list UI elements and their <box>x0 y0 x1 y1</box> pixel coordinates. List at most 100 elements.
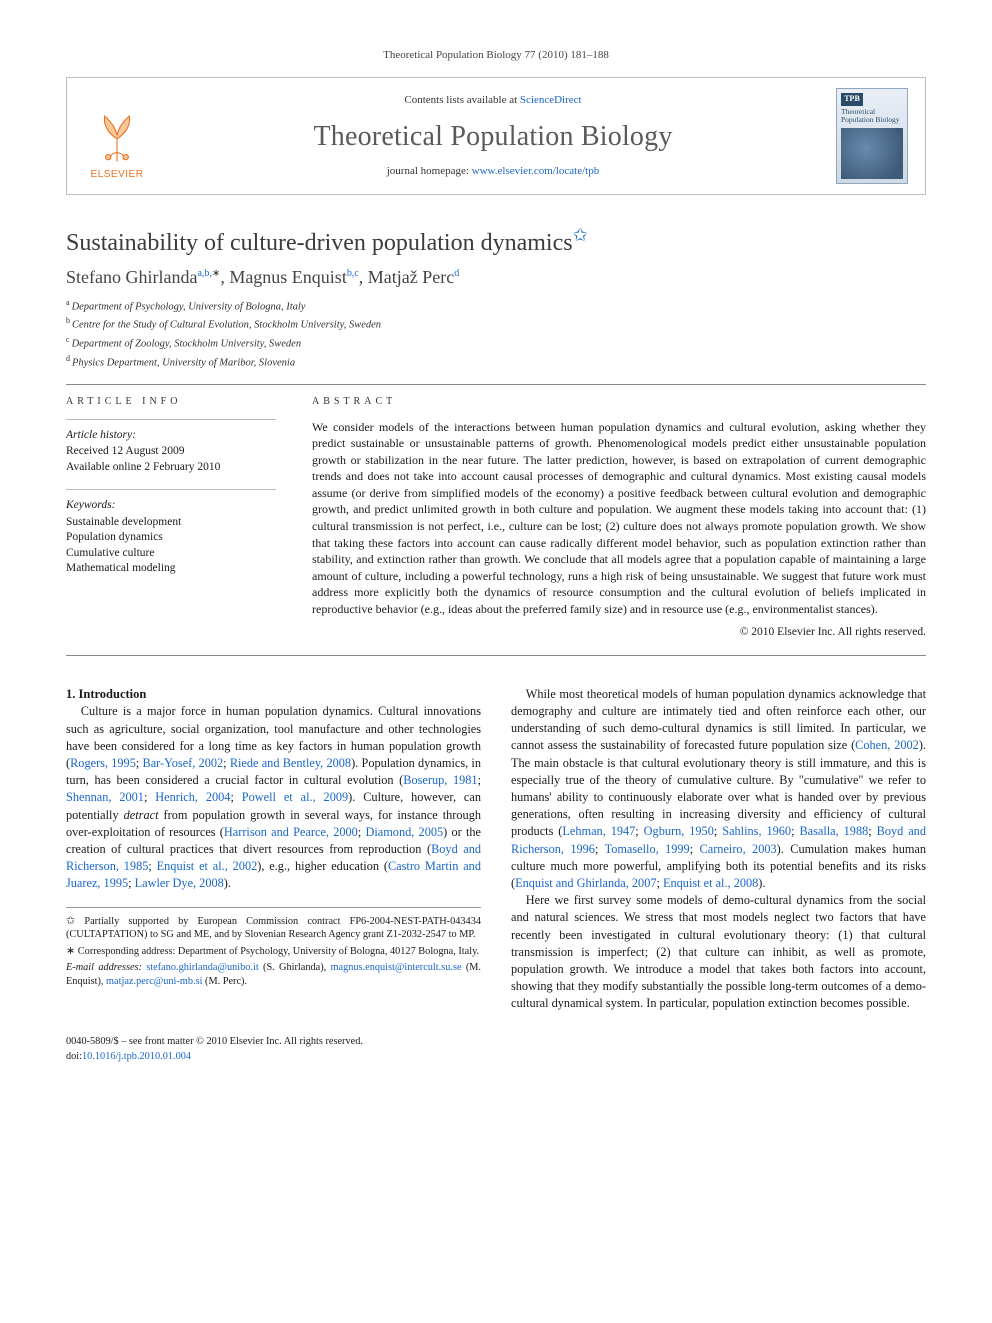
citation-link[interactable]: Enquist et al., 2002 <box>157 859 258 873</box>
text: ; <box>595 842 605 856</box>
author-1-affil-sup: a,b, <box>197 268 211 279</box>
citation-link[interactable]: Ogburn, 1950 <box>644 824 714 838</box>
divider <box>66 419 276 420</box>
affiliation-c: cDepartment of Zoology, Stockholm Univer… <box>66 335 926 352</box>
email-link-2[interactable]: magnus.enquist@intercult.su.se <box>331 962 462 973</box>
email-label: E-mail addresses: <box>66 962 142 973</box>
footnotes-block: ✩ Partially supported by European Commis… <box>66 907 481 989</box>
keywords-label: Keywords: <box>66 498 276 514</box>
divider <box>66 655 926 656</box>
cover-art-icon <box>841 128 903 179</box>
abstract-column: abstract We consider models of the inter… <box>312 395 926 641</box>
journal-header-box: ELSEVIER Contents lists available at Sci… <box>66 77 926 195</box>
copyright-line: © 2010 Elsevier Inc. All rights reserved… <box>312 625 926 641</box>
corresponding-text: Corresponding address: Department of Psy… <box>78 946 479 957</box>
text: ; <box>144 790 155 804</box>
text: ; <box>478 773 481 787</box>
contents-prefix: Contents lists available at <box>404 94 519 106</box>
citation-link[interactable]: Sahlins, 1960 <box>722 824 791 838</box>
author-2: Magnus Enquist <box>229 267 347 287</box>
affiliation-b-text: Centre for the Study of Cultural Evoluti… <box>72 320 381 331</box>
elsevier-wordmark: ELSEVIER <box>91 168 144 182</box>
text: ; <box>148 859 156 873</box>
citation-link[interactable]: Basalla, 1988 <box>799 824 868 838</box>
keyword-3: Cumulative culture <box>66 546 276 562</box>
abstract-text: We consider models of the interactions b… <box>312 419 926 618</box>
text: ; <box>635 824 643 838</box>
citation-link[interactable]: Powell et al., 2009 <box>242 790 348 804</box>
journal-title: Theoretical Population Biology <box>167 118 819 156</box>
email-link-3[interactable]: matjaz.perc@uni-mb.si <box>106 976 202 987</box>
citation-link[interactable]: Bar-Yosef, 2002 <box>143 756 224 770</box>
text: ; <box>690 842 700 856</box>
intro-para-3: Here we first survey some models of demo… <box>511 892 926 1012</box>
author-1-corresponding-marker: ∗ <box>212 268 220 279</box>
author-list: Stefano Ghirlandaa,b,∗, Magnus Enquistb,… <box>66 265 926 289</box>
section-1-head: 1. Introduction <box>66 686 481 704</box>
homepage-prefix: journal homepage: <box>387 165 472 177</box>
body-two-column: 1. Introduction Culture is a major force… <box>66 686 926 1013</box>
text: ; <box>714 824 722 838</box>
text: ; <box>136 756 143 770</box>
affiliation-d: dPhysics Department, University of Marib… <box>66 354 926 371</box>
journal-cover-thumbnail: TPB Theoretical Population Biology <box>833 88 911 184</box>
citation-link[interactable]: Diamond, 2005 <box>365 825 443 839</box>
funding-text: Partially supported by European Commissi… <box>66 916 481 941</box>
sciencedirect-link[interactable]: ScienceDirect <box>520 94 582 106</box>
article-info-head: article info <box>66 395 276 409</box>
citation-link[interactable]: Boserup, 1981 <box>403 773 477 787</box>
text: ; <box>868 824 876 838</box>
divider <box>66 384 926 385</box>
text: ; <box>223 756 230 770</box>
running-head: Theoretical Population Biology 77 (2010)… <box>66 48 926 63</box>
citation-link[interactable]: Lehman, 1947 <box>562 824 635 838</box>
citation-link[interactable]: Enquist et al., 2008 <box>663 876 758 890</box>
cover-title: Theoretical Population Biology <box>841 108 903 125</box>
citation-link[interactable]: Riede and Bentley, 2008 <box>230 756 351 770</box>
keyword-4: Mathematical modeling <box>66 561 276 577</box>
keyword-1: Sustainable development <box>66 515 276 531</box>
text: (S. Ghirlanda), <box>259 962 331 973</box>
elsevier-logo: ELSEVIER <box>81 88 153 184</box>
divider <box>66 489 276 490</box>
doi-link[interactable]: 10.1016/j.tpb.2010.01.004 <box>82 1051 191 1062</box>
elsevier-tree-icon <box>88 108 146 166</box>
citation-link[interactable]: Harrison and Pearce, 2000 <box>224 825 358 839</box>
citation-link[interactable]: Shennan, 2001 <box>66 790 144 804</box>
email-link-1[interactable]: stefano.ghirlanda@unibo.it <box>146 962 258 973</box>
author-3-affil-sup: d <box>454 268 459 279</box>
abstract-head: abstract <box>312 395 926 409</box>
citation-link[interactable]: Henrich, 2004 <box>155 790 230 804</box>
online-date: Available online 2 February 2010 <box>66 460 276 476</box>
text: ), e.g., higher education ( <box>257 859 388 873</box>
article-history-label: Article history: <box>66 428 276 444</box>
affiliation-a: aDepartment of Psychology, University of… <box>66 298 926 315</box>
article-title-text: Sustainability of culture-driven populat… <box>66 230 573 256</box>
citation-link[interactable]: Enquist and Ghirlanda, 2007 <box>515 876 656 890</box>
email-footnote: E-mail addresses: stefano.ghirlanda@unib… <box>66 961 481 989</box>
text: ). <box>758 876 765 890</box>
text: ; <box>230 790 241 804</box>
journal-homepage-line: journal homepage: www.elsevier.com/locat… <box>167 164 819 179</box>
citation-link[interactable]: Rogers, 1995 <box>70 756 136 770</box>
author-1: Stefano Ghirlanda <box>66 267 197 287</box>
journal-homepage-link[interactable]: www.elsevier.com/locate/tpb <box>472 165 600 177</box>
funding-symbol-icon: ✩ <box>66 915 75 927</box>
title-footnote-marker-icon: ✩ <box>573 225 588 245</box>
citation-link[interactable]: Tomasello, 1999 <box>605 842 690 856</box>
doi-line: doi:10.1016/j.tpb.2010.01.004 <box>66 1050 926 1064</box>
article-title: Sustainability of culture-driven populat… <box>66 223 926 259</box>
front-matter-footer: 0040-5809/$ – see front matter © 2010 El… <box>66 1035 926 1064</box>
citation-link[interactable]: Cohen, 2002 <box>855 738 919 752</box>
keyword-2: Population dynamics <box>66 530 276 546</box>
contents-lists-line: Contents lists available at ScienceDirec… <box>167 93 819 108</box>
text: (M. Perc). <box>202 976 247 987</box>
corresponding-symbol-icon: ∗ <box>66 945 75 957</box>
intro-para-2: While most theoretical models of human p… <box>511 686 926 892</box>
received-date: Received 12 August 2009 <box>66 444 276 460</box>
citation-link[interactable]: Carneiro, 2003 <box>700 842 777 856</box>
affiliation-d-text: Physics Department, University of Maribo… <box>72 357 295 368</box>
citation-link[interactable]: Lawler Dye, 2008 <box>135 876 224 890</box>
author-2-affil-sup: b,c <box>347 268 359 279</box>
corresponding-footnote: ∗ Corresponding address: Department of P… <box>66 944 481 959</box>
